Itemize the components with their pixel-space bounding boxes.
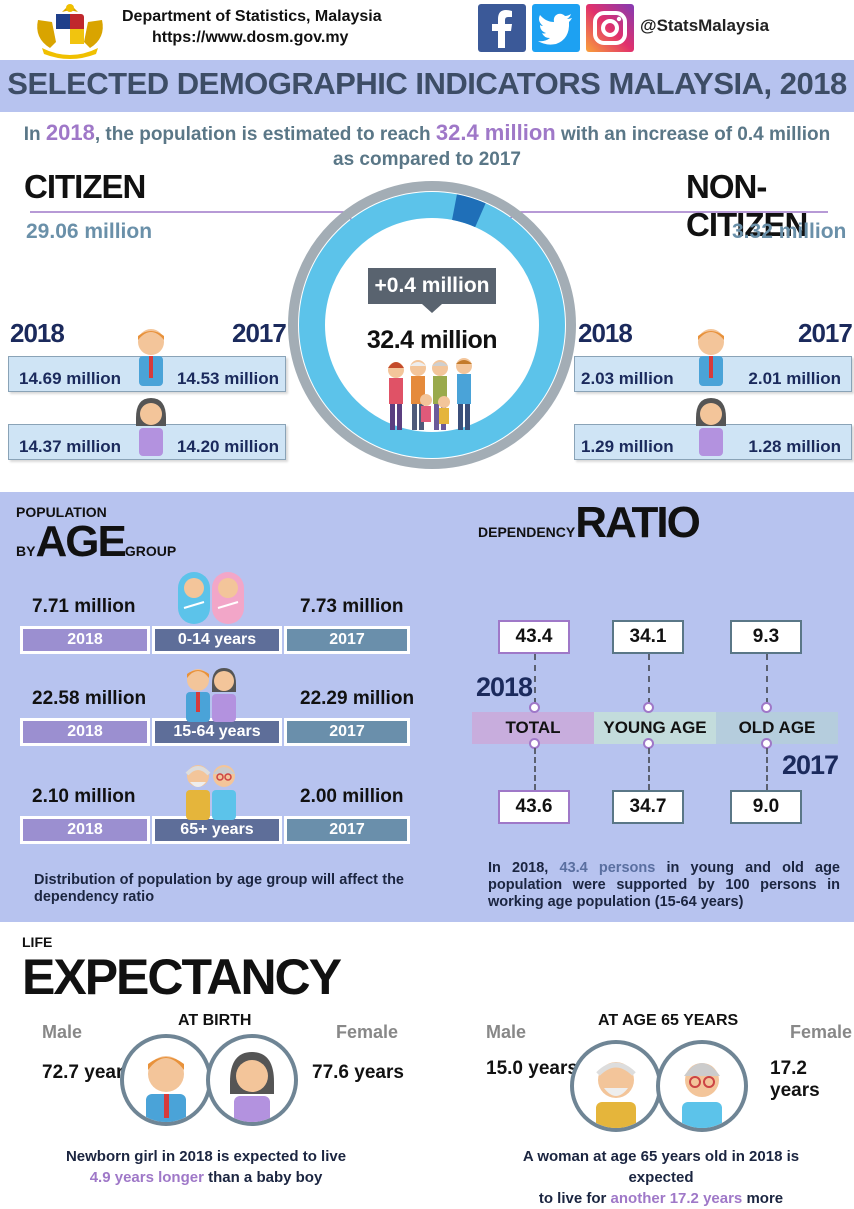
dep-connector <box>766 654 768 704</box>
age-group-label-bar: 0-14 years <box>152 626 282 654</box>
citizen-female-2017: 14.20 million <box>176 437 279 456</box>
dependency-note: In 2018, 43.4 persons in young and old a… <box>488 860 840 910</box>
age-year-2017-bar: 2017 <box>284 816 410 844</box>
dep-dot <box>761 702 772 713</box>
noncitizen-female-2018: 1.29 million <box>581 437 674 456</box>
dep-connector <box>534 748 536 790</box>
birth-male-label: Male <box>42 1022 83 1042</box>
age65-male-label: Male <box>486 1022 527 1042</box>
citizen-value: 29.06 million <box>26 220 153 243</box>
age-value-2017: 22.29 million <box>300 688 415 709</box>
dep-dot <box>529 702 540 713</box>
intro-total: 32.4 million <box>435 120 556 145</box>
dep-connector <box>766 748 768 790</box>
babies-icon <box>178 572 244 624</box>
birth-note: Newborn girl in 2018 is expected to live… <box>65 1148 347 1186</box>
age-year-2018-bar: 2018 <box>20 816 150 844</box>
age-group-label-bar: 65+ years <box>152 816 282 844</box>
citizen-female-2018: 14.37 million <box>19 437 122 456</box>
instagram-icon[interactable] <box>586 4 634 52</box>
age-group-note: Distribution of population by age group … <box>34 872 404 905</box>
badge-pointer <box>422 304 442 313</box>
noncitizen-year-2018: 2018 <box>578 318 633 348</box>
dep-connector <box>534 654 536 704</box>
dep-dot <box>643 702 654 713</box>
citizen-male-2018: 14.69 million <box>19 369 122 388</box>
intro-text: In 2018, the population is estimated to … <box>23 120 831 170</box>
noncitizen-female-2017: 1.28 million <box>748 437 841 456</box>
age-value-2018: 7.71 million <box>32 596 136 617</box>
life-title-big: EXPECTANCY <box>22 949 342 1005</box>
age-year-2017-bar: 2017 <box>284 626 410 654</box>
grandpa-avatar <box>570 1040 662 1132</box>
grandma-avatar <box>656 1040 748 1132</box>
age-group-title: POPULATION BYAGEGROUP <box>16 504 177 566</box>
citizen-year-2018: 2018 <box>10 318 65 348</box>
adults-icon <box>186 668 236 722</box>
age65-heading: AT AGE 65 YEARS <box>598 1012 739 1029</box>
dep-connector <box>648 654 650 704</box>
citizen-year-2017: 2017 <box>232 318 287 348</box>
birth-heading: AT BIRTH <box>178 1012 252 1029</box>
facebook-icon[interactable] <box>478 4 526 52</box>
donut-total: 32.4 million <box>366 326 498 354</box>
noncitizen-arc <box>451 194 486 228</box>
dep-value-2018: 43.4 <box>498 620 570 654</box>
citizen-label: CITIZEN <box>24 168 146 205</box>
dependency-title: DEPENDENCYRATIO <box>478 498 701 547</box>
dependency-year-2018: 2018 <box>476 672 533 702</box>
age-value-2017: 2.00 million <box>300 786 404 807</box>
noncitizen-male-2018: 2.03 million <box>581 369 674 388</box>
female-icon <box>136 398 166 456</box>
birth-female-value: 77.6 years <box>312 1062 404 1083</box>
dep-value-2017: 43.6 <box>498 790 570 824</box>
age-year-2017-bar: 2017 <box>284 718 410 746</box>
birth-male-value: 72.7 years <box>42 1062 134 1083</box>
life-title-small: LIFE <box>22 934 53 950</box>
dep-value-2018: 9.3 <box>730 620 802 654</box>
girl-avatar <box>206 1034 298 1126</box>
dep-cat-young: YOUNG AGE <box>594 712 716 744</box>
age-value-2017: 7.73 million <box>300 596 404 617</box>
intro-year: 2018 <box>45 120 95 145</box>
dep-connector <box>648 748 650 790</box>
age-year-2018-bar: 2018 <box>20 718 150 746</box>
dep-cat-old: OLD AGE <box>716 712 838 744</box>
page-title: SELECTED DEMOGRAPHIC INDICATORS MALAYSIA… <box>7 66 847 101</box>
dependency-year-2017: 2017 <box>782 750 839 780</box>
citizen-male-2017: 14.53 million <box>176 369 279 388</box>
twitter-icon[interactable] <box>532 4 580 52</box>
male-icon <box>698 329 724 386</box>
male-icon <box>138 329 164 386</box>
age-group-label-bar: 15-64 years <box>152 718 282 746</box>
title-band <box>0 60 854 112</box>
increase-badge: +0.4 million <box>368 268 496 304</box>
noncitizen-male-2017: 2.01 million <box>748 369 841 388</box>
dep-value-2017: 34.7 <box>612 790 684 824</box>
increase-value: +0.4 million <box>374 274 490 297</box>
elderly-icon <box>185 765 236 820</box>
noncitizen-value: 3.32 million <box>732 220 847 243</box>
dep-value-2017: 9.0 <box>730 790 802 824</box>
header-org-block: Department of Statistics, Malaysia https… <box>122 6 382 48</box>
age-year-2018-bar: 2018 <box>20 626 150 654</box>
female-icon <box>696 398 726 456</box>
family-illustration <box>388 358 472 430</box>
boy-avatar <box>120 1034 212 1126</box>
org-name: Department of Statistics, Malaysia <box>122 8 382 25</box>
age65-female-label: Female <box>790 1022 853 1042</box>
social-handle[interactable]: @StatsMalaysia <box>640 16 770 35</box>
age65-male-value: 15.0 years <box>486 1058 578 1079</box>
org-url[interactable]: https://www.dosm.gov.my <box>152 29 349 46</box>
age-dependency-section <box>0 492 854 922</box>
age-value-2018: 22.58 million <box>32 688 147 709</box>
noncitizen-year-2017: 2017 <box>798 318 853 348</box>
age65-female-value: 17.2 years <box>770 1058 820 1101</box>
dep-value-2018: 34.1 <box>612 620 684 654</box>
birth-female-label: Female <box>336 1022 399 1042</box>
age-value-2018: 2.10 million <box>32 786 136 807</box>
coat-of-arms-logo <box>30 2 110 60</box>
